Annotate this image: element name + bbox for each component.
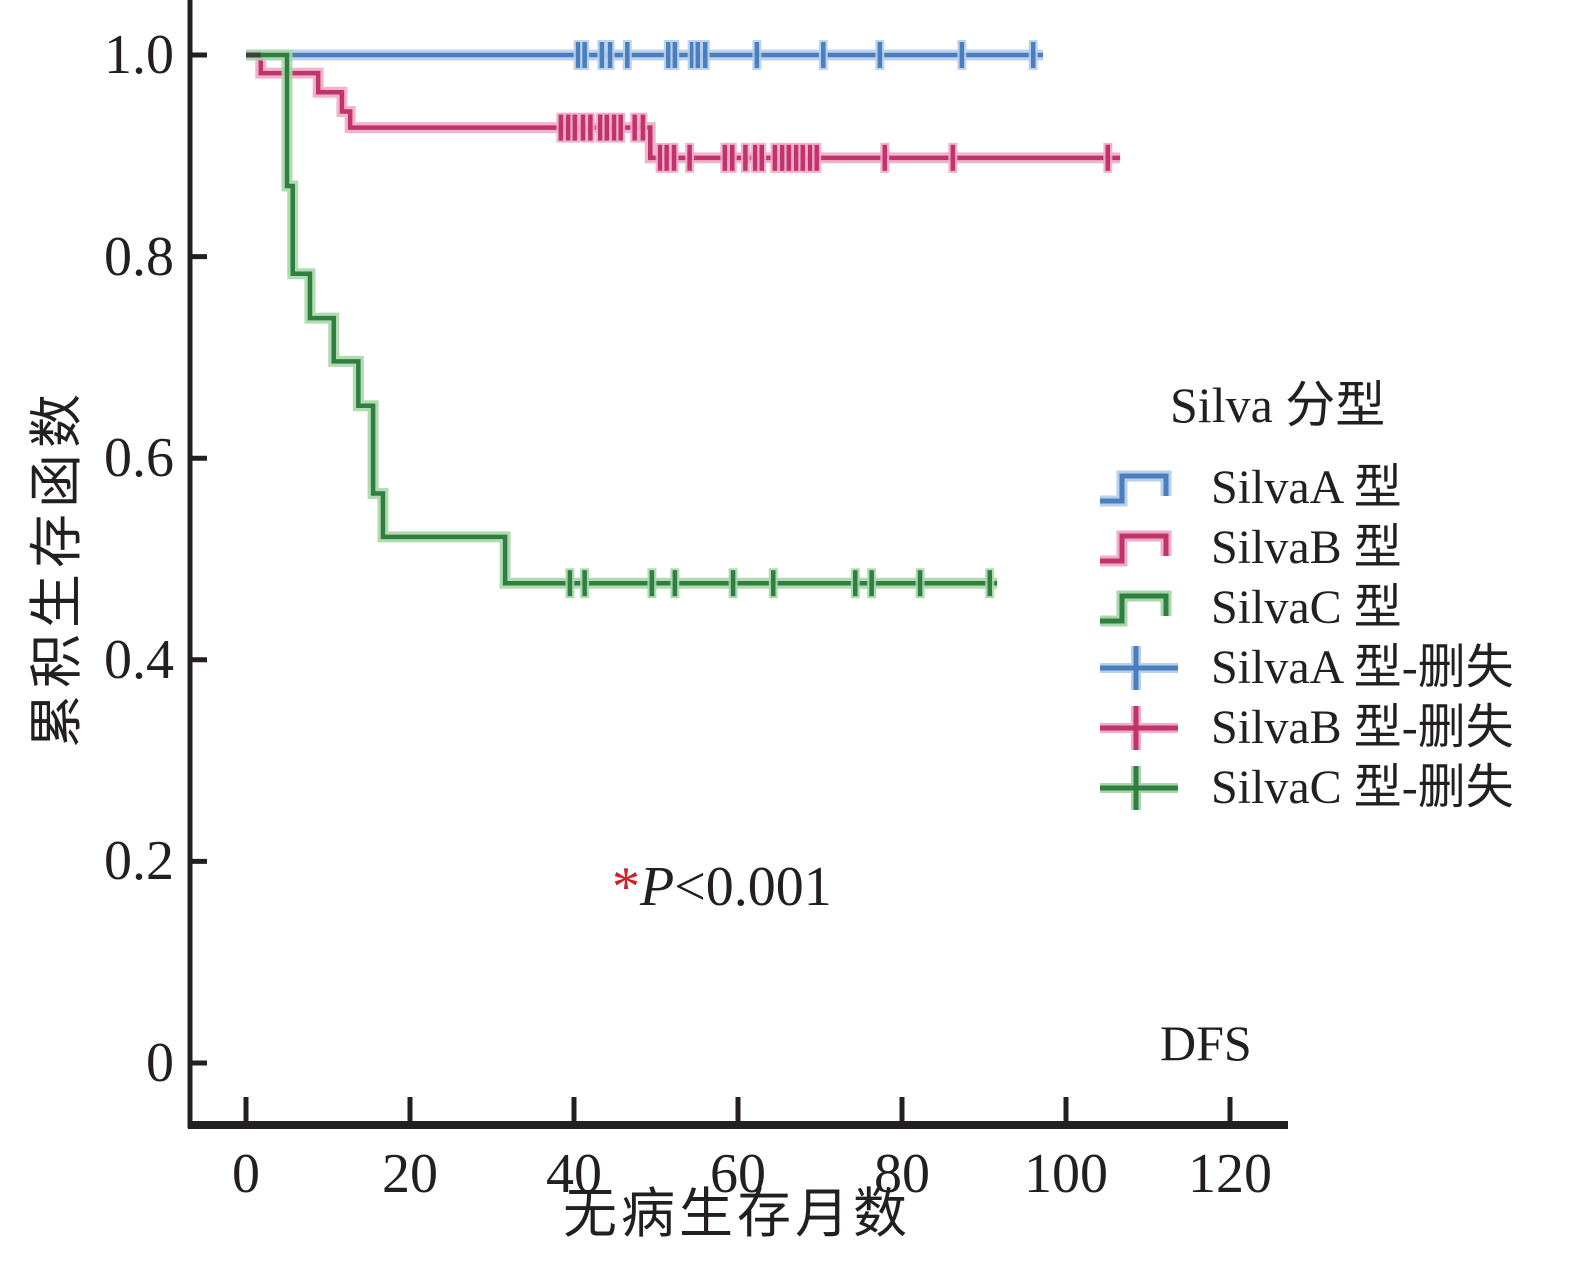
x-tick-label: 120 xyxy=(1188,1143,1272,1205)
x-tick-label: 100 xyxy=(1024,1143,1108,1205)
legend-items: SilvaA 型 SilvaB 型 SilvaC 型 SilvaA 型-删失 Silva… xyxy=(1098,458,1514,818)
legend-marker-stroke xyxy=(1100,533,1169,564)
y-tick-label: 0.2 xyxy=(104,830,174,893)
y-tick-label: 1.0 xyxy=(104,24,174,86)
p-value-annotation: *P<0.001 xyxy=(612,856,832,918)
legend-marker-stroke xyxy=(1100,590,1172,627)
legend-item-SilvaB-型: SilvaB 型 xyxy=(1098,518,1514,578)
legend: Silva 分型 SilvaA 型 SilvaB 型 SilvaC 型 SilvaA … xyxy=(1098,378,1514,818)
x-tick-label: 80 xyxy=(874,1143,930,1205)
dfs-label: DFS xyxy=(1160,1015,1252,1071)
y-tick-label: 0.8 xyxy=(104,225,174,288)
x-axis-title: 无病生存月数 xyxy=(563,1184,911,1244)
legend-item-SilvaB-型-删失: SilvaB 型-删失 xyxy=(1098,698,1514,758)
legend-marker-stroke xyxy=(1100,530,1172,567)
y-tick-label: 0.6 xyxy=(104,427,174,490)
x-tick-label: 20 xyxy=(382,1143,438,1205)
x-tick-label: 60 xyxy=(710,1143,766,1205)
legend-marker-stroke xyxy=(1100,470,1172,507)
y-tick-label: 0 xyxy=(146,1032,174,1094)
censor-plus-icon xyxy=(1100,766,1178,810)
legend-item-label: SilvaB 型-删失 xyxy=(1211,701,1514,754)
step-line-icon xyxy=(1100,470,1172,507)
legend-item-SilvaA-型-删失: SilvaA 型-删失 xyxy=(1098,638,1514,698)
x-tick-label: 0 xyxy=(232,1143,260,1205)
legend-item-label: SilvaA 型-删失 xyxy=(1211,641,1514,694)
series-halo-SilvaB-型 xyxy=(246,49,1121,164)
step-line-icon xyxy=(1100,590,1172,627)
p-value-variable: P xyxy=(640,856,675,918)
legend-item-label: SilvaC 型 xyxy=(1211,581,1402,634)
censor-plus-icon xyxy=(1100,706,1178,750)
legend-item-SilvaC-型: SilvaC 型 xyxy=(1098,578,1514,638)
legend-marker-stroke xyxy=(1100,593,1169,624)
x-tick-label: 40 xyxy=(546,1143,602,1205)
p-value-text: <0.001 xyxy=(674,856,832,918)
legend-item-label: SilvaB 型 xyxy=(1211,521,1402,574)
legend-item-SilvaC-型-删失: SilvaC 型-删失 xyxy=(1098,758,1514,818)
series-line-SilvaB-型 xyxy=(246,52,1121,161)
censor-plus-icon xyxy=(1100,646,1178,690)
legend-title: Silva 分型 xyxy=(1170,377,1386,433)
legend-item-label: SilvaA 型 xyxy=(1211,461,1402,514)
series-line-SilvaC-型 xyxy=(246,52,998,586)
y-axis-title: 累积生存函数 xyxy=(27,388,87,748)
legend-item-SilvaA-型: SilvaA 型 xyxy=(1098,458,1514,518)
legend-item-label: SilvaC 型-删失 xyxy=(1211,761,1514,814)
y-tick-label: 0.4 xyxy=(104,628,174,691)
step-line-icon xyxy=(1100,530,1172,567)
p-value-star: * xyxy=(612,856,640,918)
legend-marker-stroke xyxy=(1100,473,1169,504)
